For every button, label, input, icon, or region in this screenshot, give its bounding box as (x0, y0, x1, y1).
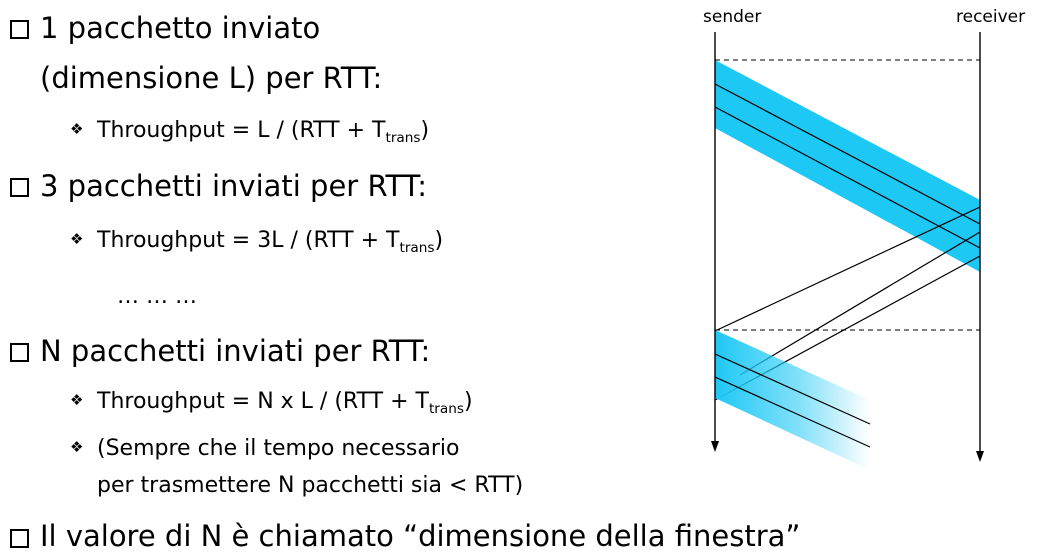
packet-edge (714, 83, 981, 225)
bullet-4-title: Il valore di N è chiamato “dimensione de… (40, 519, 801, 553)
bullet-2-title: 3 pacchetti inviati per RTT: (40, 169, 427, 203)
ack-line (714, 206, 981, 332)
bullet-1-line-1: 1 pacchetto inviato (40, 11, 321, 45)
diamond-bullet-icon: ❖ (70, 391, 84, 409)
formula-1-suffix: ) (420, 118, 430, 143)
note-line-1: (Sempre che il tempo necessario (97, 436, 460, 461)
diamond-bullet-icon: ❖ (70, 230, 84, 248)
bullet-1-line-2: (dimensione L) per RTT: (40, 61, 383, 95)
packet-edge (714, 353, 871, 425)
formula-1-prefix: Throughput = L / (RTT + T (97, 118, 386, 143)
packets-batch-2 (715, 330, 870, 470)
throughput-formula-3: Throughput = N x L / (RTT + Ttrans) (97, 389, 473, 416)
packet-edge (714, 106, 981, 249)
ellipsis: … … … (117, 284, 197, 309)
formula-2-prefix: Throughput = 3L / (RTT + T (97, 228, 400, 253)
arrow-down-icon (711, 441, 719, 452)
throughput-formula-2: Throughput = 3L / (RTT + Ttrans) (97, 228, 444, 255)
formula-3-suffix: ) (463, 389, 473, 414)
throughput-formula-1: Throughput = L / (RTT + Ttrans) (97, 118, 430, 145)
ack-line (739, 231, 981, 376)
diamond-bullet-icon: ❖ (70, 438, 84, 456)
packet-edge (714, 376, 871, 448)
formula-2-suffix: ) (434, 228, 444, 253)
checkbox-bullet-icon (10, 343, 29, 362)
formula-2-sub: trans (399, 239, 435, 256)
diamond-bullet-icon: ❖ (70, 120, 84, 138)
formula-3-sub: trans (428, 400, 464, 417)
packets-batch-1 (715, 60, 980, 272)
checkbox-bullet-icon (10, 178, 29, 197)
checkbox-bullet-icon (10, 529, 29, 548)
bullet-3-title: N pacchetti inviati per RTT: (40, 334, 431, 368)
arrow-down-icon (976, 451, 984, 462)
receiver-label: receiver (956, 7, 1025, 27)
formula-3-prefix: Throughput = N x L / (RTT + T (97, 389, 429, 414)
sender-label: sender (703, 7, 761, 27)
note-line-2: per trasmettere N pacchetti sia < RTT) (97, 473, 524, 498)
formula-1-sub: trans (385, 129, 421, 146)
checkbox-bullet-icon (10, 20, 29, 39)
